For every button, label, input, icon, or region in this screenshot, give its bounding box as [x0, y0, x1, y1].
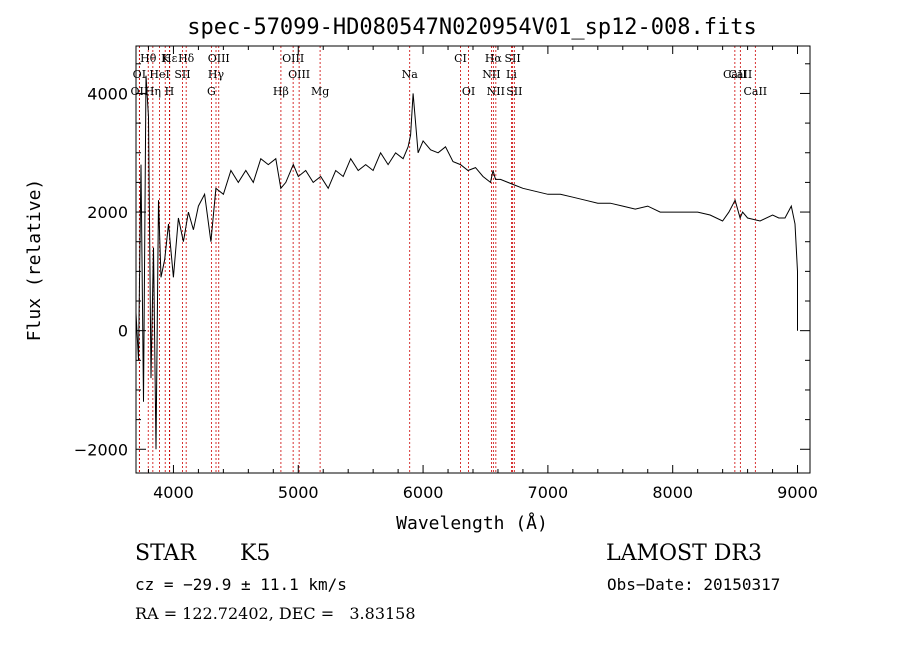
survey-name: LAMOST DR3	[606, 541, 762, 566]
ra-dec-coordinates: RA = 122.72402, DEC = 3.83158	[135, 604, 416, 623]
spectral-line-label: OI	[462, 85, 475, 98]
spectral-line-label: Hβ	[273, 85, 289, 98]
spectral-line-label: SII	[174, 68, 190, 81]
spectral-line-label: CaII	[723, 68, 747, 81]
spectral-line-label: K	[161, 52, 170, 65]
plot-frame	[135, 45, 811, 474]
spectral-line-markers	[138, 46, 756, 473]
observation-date: Obs−Date: 20150317	[607, 575, 781, 594]
x-tick-label: 4000	[153, 483, 194, 502]
x-axis-ticks: 4000 5000 6000 7000 8000 9000	[147, 46, 818, 502]
spectral-line-label: CaII	[743, 85, 767, 98]
y-tick-label: −2000	[74, 440, 128, 459]
spectrum-series-line	[135, 75, 798, 450]
spectral-line-label: SII	[506, 85, 522, 98]
spectral-line-label: Hε	[162, 52, 178, 65]
spectral-line-label: OI	[133, 68, 146, 81]
spectral-line-label: HeI	[149, 68, 169, 81]
x-tick-label: 7000	[528, 483, 569, 502]
spectral-line-label: Hδ	[178, 52, 195, 65]
y-axis-ticks: −2000 0 2000 4000	[74, 63, 810, 459]
spectral-line-label: SII	[504, 52, 520, 65]
y-tick-label: 0	[118, 322, 128, 341]
spectral-line-label: CI	[454, 52, 467, 65]
spectral-line-label: OII	[131, 85, 149, 98]
spectral-line-label: NII	[487, 85, 505, 98]
x-tick-label: 5000	[278, 483, 319, 502]
spectral-line-label: OIII	[208, 52, 230, 65]
y-tick-label: 4000	[87, 84, 128, 103]
x-tick-label: 8000	[652, 483, 693, 502]
spectral-line-label: CaII	[729, 68, 753, 81]
spectral-line-label: OIII	[288, 68, 310, 81]
chart-title: spec-57099-HD080547N020954V01_sp12-008.f…	[187, 15, 757, 40]
spectral-line-label: H	[165, 85, 175, 98]
spectral-line-label: Hγ	[208, 68, 225, 81]
y-tick-label: 2000	[87, 203, 128, 222]
x-tick-label: 6000	[403, 483, 444, 502]
object-class: STAR	[135, 541, 196, 566]
y-axis-label: Flux (relative)	[24, 179, 45, 342]
spectral-line-label: Na	[402, 68, 419, 81]
redshift-velocity: cz = −29.9 ± 11.1 km/s	[135, 575, 347, 594]
spectral-line-label: Hθ	[140, 52, 157, 65]
spectral-line-label: Hα	[485, 52, 503, 65]
spectral-line-label: Li	[506, 68, 517, 81]
x-tick-label: 9000	[777, 483, 818, 502]
spectral-line-label: OIII	[282, 52, 304, 65]
spectral-line-label: G	[207, 85, 216, 98]
spectral-line-label: Hη	[145, 85, 161, 98]
x-axis-label: Wavelength (Å)	[396, 512, 548, 534]
object-subclass: K5	[240, 541, 271, 566]
spectral-line-label: Mg	[311, 85, 329, 98]
spectral-line-label: NII	[482, 68, 500, 81]
